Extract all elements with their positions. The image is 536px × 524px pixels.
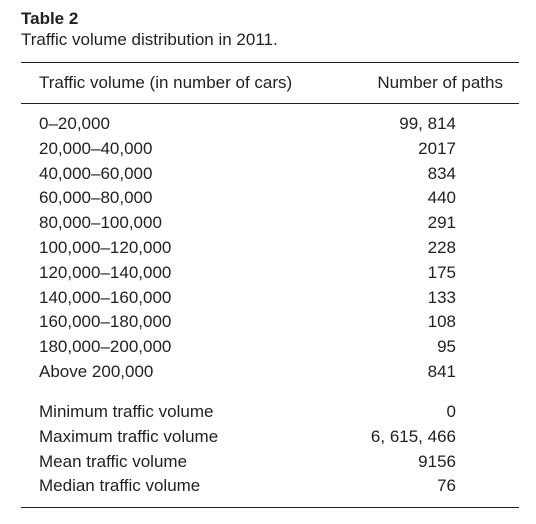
row-value: 108 <box>427 312 456 332</box>
row-label: 40,000–60,000 <box>39 163 153 183</box>
table-row: Above 200,000 841 <box>21 360 519 385</box>
row-value: 841 <box>427 362 456 381</box>
table-row: 120,000–140,000 175 <box>21 261 519 286</box>
row-label: 120,000–140,000 <box>39 262 172 282</box>
table-caption: Table 2 Traffic volume distribution in 2… <box>21 8 278 50</box>
row-value: 834 <box>427 163 456 183</box>
row-value: 440 <box>427 188 456 208</box>
row-label: 180,000–200,000 <box>39 337 172 357</box>
table-row: 0–20,000 99, 814 <box>21 112 519 137</box>
row-label: 0–20,000 <box>39 114 110 133</box>
table-row: 180,000–200,000 95 <box>21 335 519 360</box>
row-label: 100,000–120,000 <box>39 238 172 257</box>
row-label: Minimum traffic volume <box>39 402 214 421</box>
header-rule <box>21 103 519 104</box>
row-label: 60,000–80,000 <box>39 188 153 208</box>
row-label: 80,000–100,000 <box>39 213 162 233</box>
summary-row: Mean traffic volume 9156 <box>21 450 519 475</box>
table-row: 20,000–40,000 2017 <box>21 137 519 162</box>
summary-row: Minimum traffic volume 0 <box>21 400 519 425</box>
table-header-row: Traffic volume (in number of cars) Numbe… <box>21 70 519 96</box>
table-row: 140,000–160,000 133 <box>21 286 519 311</box>
row-value: 133 <box>427 287 456 307</box>
row-value: 175 <box>427 262 456 282</box>
bottom-rule <box>21 507 519 508</box>
table-number: Table 2 <box>21 9 79 28</box>
row-value: 9156 <box>418 451 456 471</box>
row-value: 99, 814 <box>399 114 456 133</box>
table-row: 100,000–120,000 228 <box>21 236 519 261</box>
row-label: Median traffic volume <box>39 476 201 496</box>
row-value: 6, 615, 466 <box>370 426 456 446</box>
row-value: 76 <box>437 476 456 496</box>
table-row: 80,000–100,000 291 <box>21 211 519 236</box>
table-row: 60,000–80,000 440 <box>21 186 519 211</box>
row-value: 228 <box>427 238 456 257</box>
table-row: 160,000–180,000 108 <box>21 310 519 335</box>
row-value: 291 <box>427 213 456 233</box>
row-value: 2017 <box>418 138 456 158</box>
row-label: 140,000–160,000 <box>39 287 172 307</box>
top-rule <box>21 62 519 63</box>
table-title: Traffic volume distribution in 2011. <box>21 30 278 49</box>
row-label: Mean traffic volume <box>39 451 188 471</box>
row-label: Above 200,000 <box>39 362 154 381</box>
row-value: 95 <box>437 337 456 357</box>
row-label: Maximum traffic volume <box>39 426 219 446</box>
column-header-traffic-volume: Traffic volume (in number of cars) <box>39 73 293 92</box>
table-row: 40,000–60,000 834 <box>21 162 519 187</box>
row-label: 20,000–40,000 <box>39 138 153 158</box>
row-label: 160,000–180,000 <box>39 312 172 332</box>
row-value: 0 <box>446 402 456 421</box>
summary-row: Median traffic volume 76 <box>21 474 519 499</box>
column-header-number-of-paths: Number of paths <box>377 73 503 92</box>
summary-row: Maximum traffic volume 6, 615, 466 <box>21 425 519 450</box>
